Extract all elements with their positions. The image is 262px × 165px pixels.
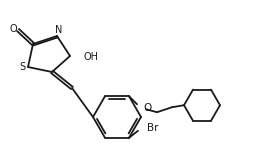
Text: S: S <box>19 62 25 72</box>
Text: O: O <box>143 103 151 113</box>
Text: Br: Br <box>147 123 159 133</box>
Text: O: O <box>9 24 17 34</box>
Text: N: N <box>55 25 63 35</box>
Text: OH: OH <box>84 52 99 62</box>
